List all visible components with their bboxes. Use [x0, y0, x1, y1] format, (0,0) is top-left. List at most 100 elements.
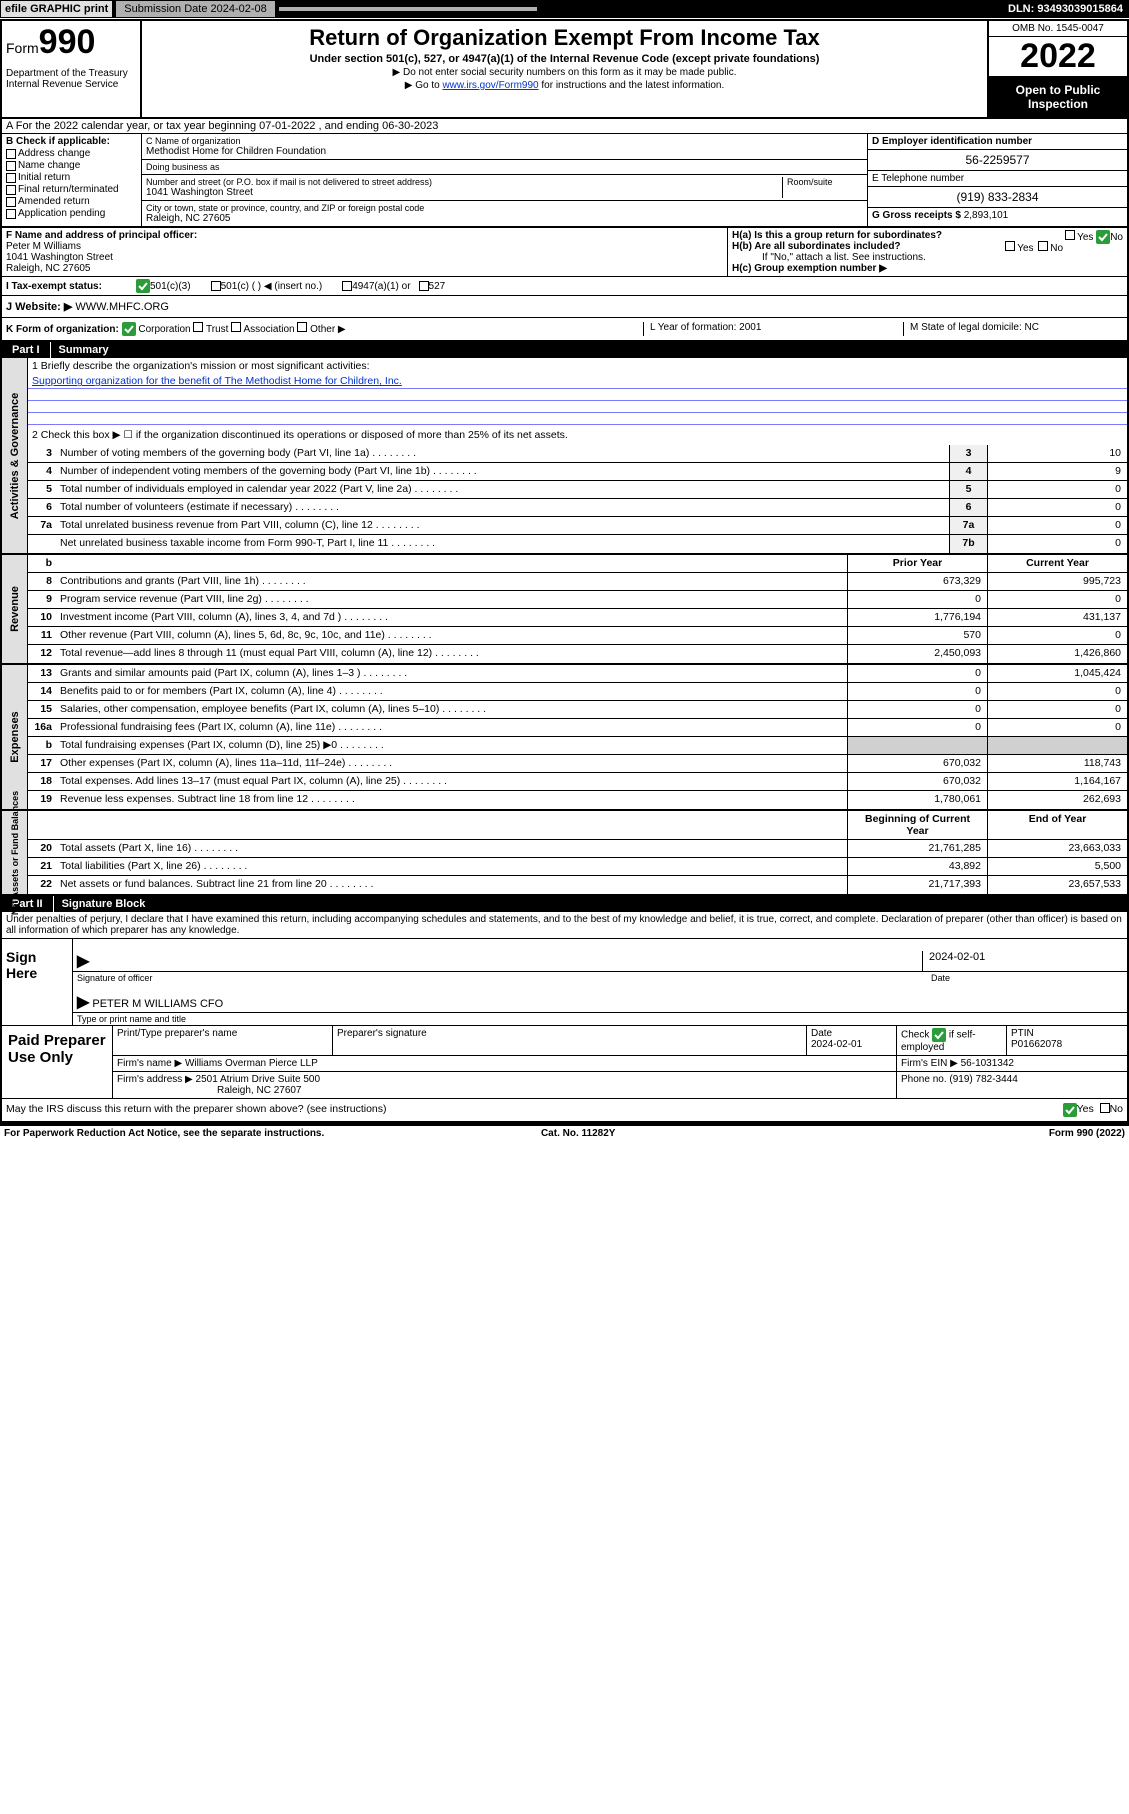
I-label: I Tax-exempt status: — [6, 281, 136, 292]
chk-address[interactable] — [6, 149, 16, 159]
open-inspection: Open to Public Inspection — [989, 77, 1127, 117]
ein-label: D Employer identification number — [872, 136, 1032, 147]
chk-final[interactable] — [6, 185, 16, 195]
name-label: Type or print name and title — [73, 1012, 1127, 1025]
firm-ein-label: Firm's EIN ▶ — [901, 1058, 958, 1069]
d-no: No — [1110, 1103, 1123, 1117]
prep-h5: PTIN — [1011, 1028, 1123, 1039]
chk-selfemp[interactable] — [932, 1028, 946, 1042]
paid-preparer-label: Paid Preparer Use Only — [2, 1026, 112, 1098]
gross: 2,893,101 — [964, 210, 1009, 221]
lbl-initial: Initial return — [18, 172, 70, 183]
lbl-other: Other ▶ — [310, 324, 345, 335]
form-prefix: Form — [6, 40, 39, 56]
Ha-no-checked[interactable] — [1096, 230, 1110, 244]
part-I-header: Part I Summary — [2, 342, 1127, 358]
summary-row: 15Salaries, other compensation, employee… — [28, 701, 1127, 719]
firm-name: Williams Overman Pierce LLP — [185, 1058, 318, 1069]
gross-label: G Gross receipts $ — [872, 210, 961, 221]
footer-mid: Cat. No. 11282Y — [541, 1128, 615, 1139]
ptin: P01662078 — [1011, 1039, 1123, 1050]
irs-link[interactable]: www.irs.gov/Form990 — [442, 80, 538, 91]
chk-501c[interactable] — [211, 281, 221, 291]
summary-row: 11Other revenue (Part VIII, column (A), … — [28, 627, 1127, 645]
chk-pending[interactable] — [6, 209, 16, 219]
Hb-yes[interactable] — [1005, 241, 1015, 251]
sign-date: 2024-02-01 — [923, 951, 1123, 971]
hdr-ey: End of Year — [987, 811, 1127, 839]
prep-h3: Date — [811, 1028, 892, 1039]
goto-pre: ▶ Go to — [405, 80, 443, 91]
K-label: K Form of organization: — [6, 324, 119, 335]
partI-num: Part I — [2, 342, 51, 358]
chk-assoc[interactable] — [231, 322, 241, 332]
signer-name: PETER M WILLIAMS CFO — [92, 998, 223, 1010]
summary-row: 13Grants and similar amounts paid (Part … — [28, 665, 1127, 683]
chk-amended[interactable] — [6, 197, 16, 207]
Hb-note: If "No," attach a list. See instructions… — [732, 252, 1123, 263]
firm-addr1: 2501 Atrium Drive Suite 500 — [196, 1074, 321, 1085]
sig-label: Signature of officer — [73, 971, 927, 984]
line2: 2 Check this box ▶ ☐ if the organization… — [28, 425, 1127, 445]
chk-4947[interactable] — [342, 281, 352, 291]
chk-other[interactable] — [297, 322, 307, 332]
section-revenue: Revenue bPrior YearCurrent Year 8Contrib… — [2, 555, 1127, 665]
firm-addr2: Raleigh, NC 27607 — [117, 1085, 302, 1096]
lbl-501c3: 501(c)(3) — [150, 281, 191, 292]
mission-text[interactable]: Supporting organization for the benefit … — [32, 375, 402, 387]
Ha-yes[interactable] — [1065, 230, 1075, 240]
discuss-label: May the IRS discuss this return with the… — [6, 1103, 387, 1117]
hdr-b: b — [28, 555, 56, 572]
chk-trust[interactable] — [193, 322, 203, 332]
summary-row: 22Net assets or fund balances. Subtract … — [28, 876, 1127, 894]
discuss-no[interactable] — [1100, 1103, 1110, 1113]
phone: (919) 833-2834 — [868, 187, 1127, 208]
topbar: efile GRAPHIC print Submission Date 2024… — [0, 0, 1129, 18]
firm-ein: 56-1031342 — [961, 1058, 1014, 1069]
summary-row: 18Total expenses. Add lines 13–17 (must … — [28, 773, 1127, 791]
vlabel-revenue: Revenue — [9, 586, 21, 632]
hdr-cy: Current Year — [987, 555, 1127, 572]
arrow-icon: ▶ — [77, 951, 89, 971]
form-number: 990 — [39, 23, 96, 61]
chk-527[interactable] — [419, 281, 429, 291]
chk-corp[interactable] — [122, 322, 136, 336]
Hb-label: H(b) Are all subordinates included? — [732, 241, 901, 252]
lbl-amended: Amended return — [18, 196, 90, 207]
city: Raleigh, NC 27605 — [146, 213, 863, 224]
chk-initial[interactable] — [6, 173, 16, 183]
footer-right: Form 990 (2022) — [1049, 1128, 1125, 1139]
efile-btn[interactable]: efile GRAPHIC print — [0, 0, 113, 18]
mission-blank — [28, 401, 1127, 413]
Hb-no[interactable] — [1038, 241, 1048, 251]
summary-row: 3Number of voting members of the governi… — [28, 445, 1127, 463]
section-expenses: Expenses 13Grants and similar amounts pa… — [2, 665, 1127, 811]
section-activities: Activities & Governance 1 Briefly descri… — [2, 358, 1127, 555]
mission-blank — [28, 389, 1127, 401]
goto-post: for instructions and the latest informat… — [539, 80, 725, 91]
colB-title: B Check if applicable: — [6, 136, 110, 147]
lbl-assoc: Association — [243, 324, 294, 335]
summary-row: 5Total number of individuals employed in… — [28, 481, 1127, 499]
summary-row: 17Other expenses (Part IX, column (A), l… — [28, 755, 1127, 773]
discuss-yes[interactable] — [1063, 1103, 1077, 1117]
vlabel-activities: Activities & Governance — [9, 393, 21, 520]
chk-namechange[interactable] — [6, 161, 16, 171]
dept: Department of the Treasury Internal Reve… — [6, 62, 136, 90]
chk-501c3[interactable] — [136, 279, 150, 293]
phone-label: E Telephone number — [872, 173, 964, 184]
lbl-pending: Application pending — [18, 208, 105, 219]
M-state: M State of legal domicile: NC — [903, 322, 1123, 336]
submission-date: Submission Date 2024-02-08 — [115, 0, 275, 18]
prep-phone: (919) 782-3444 — [949, 1074, 1017, 1085]
L-year: L Year of formation: 2001 — [643, 322, 903, 336]
spacer — [278, 6, 538, 12]
summary-row: 9Program service revenue (Part VIII, lin… — [28, 591, 1127, 609]
prep-h2: Preparer's signature — [333, 1026, 807, 1055]
summary-row: 14Benefits paid to or for members (Part … — [28, 683, 1127, 701]
officer-addr1: 1041 Washington Street — [6, 252, 113, 263]
website: WWW.MHFC.ORG — [75, 301, 168, 313]
F-label: F Name and address of principal officer: — [6, 230, 197, 241]
part-II-header: Part II Signature Block — [2, 896, 1127, 912]
dba-label: Doing business as — [146, 162, 863, 172]
